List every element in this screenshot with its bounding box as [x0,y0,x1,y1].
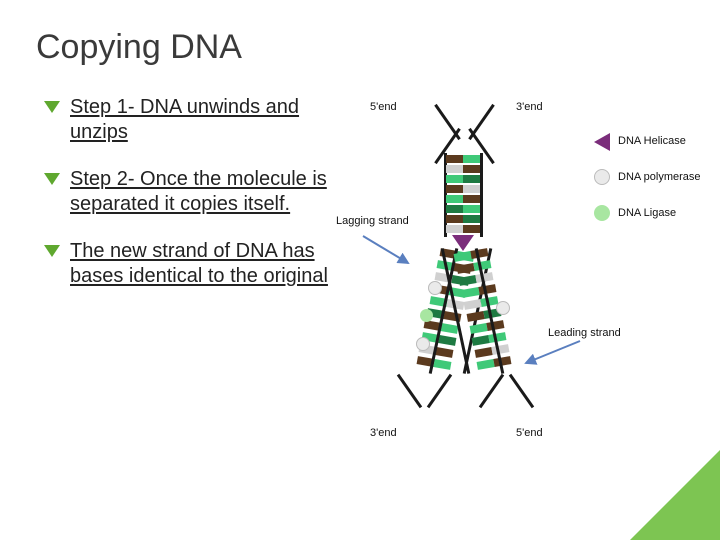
dna-backbone [480,153,483,237]
bullet-text: Step 2- Once the molecule is separated i… [70,167,336,217]
bullet-text: The new strand of DNA has bases identica… [70,239,336,289]
label-3prime-bottom: 3'end [370,427,397,439]
slide: Copying DNA Step 1- DNA unwinds and unzi… [0,0,720,540]
list-item: Step 2- Once the molecule is separated i… [44,167,336,217]
slide-title: Copying DNA [36,28,684,67]
base-pair [446,155,480,163]
dna-backbone [509,374,534,408]
base-pair [446,215,480,223]
label-lagging-strand: Lagging strand [336,215,409,227]
bullet-arrow-icon [44,101,60,113]
base-pair [477,356,512,370]
dna-backbone [397,374,422,408]
polymerase-on-strand-icon [416,337,430,351]
base-pair [446,225,480,233]
base-pair [459,272,494,286]
label-5prime-top: 5'end [370,101,397,113]
base-pair [464,296,499,310]
corner-accent-icon [630,450,720,540]
legend-ligase-icon [594,205,610,221]
bullet-arrow-icon [44,245,60,257]
base-pair [474,344,509,358]
arrow-lagging-icon [358,231,418,271]
dna-backbone [479,374,504,408]
base-pair [446,195,480,203]
list-item: The new strand of DNA has bases identica… [44,239,336,289]
base-pair [472,332,507,346]
legend-polymerase-icon [594,169,610,185]
legend-polymerase-label: DNA polymerase [618,171,701,183]
legend-helicase-icon [594,133,610,151]
legend-ligase-label: DNA Ligase [618,207,676,219]
base-pair [446,175,480,183]
label-5prime-bottom: 5'end [516,427,543,439]
ligase-on-strand-icon [420,309,433,322]
content-row: Step 1- DNA unwinds and unzips Step 2- O… [36,95,684,520]
bullet-arrow-icon [44,173,60,185]
dna-backbone [427,374,452,408]
list-item: Step 1- DNA unwinds and unzips [44,95,336,145]
base-pair [446,185,480,193]
arrow-leading-icon [518,335,588,371]
label-3prime-top: 3'end [516,101,543,113]
base-pair [446,165,480,173]
polymerase-on-strand-icon [496,301,510,315]
legend-helicase-label: DNA Helicase [618,135,686,147]
polymerase-on-strand-icon [428,281,442,295]
base-pair [446,205,480,213]
bullet-text: Step 1- DNA unwinds and unzips [70,95,336,145]
bullet-list: Step 1- DNA unwinds and unzips Step 2- O… [36,95,336,520]
